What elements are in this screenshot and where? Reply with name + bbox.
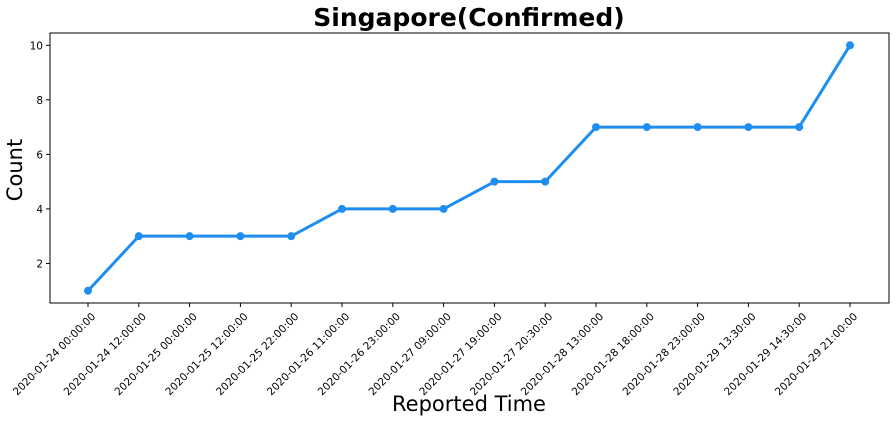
x-tick-label: 2020-01-24 12:00:00 (62, 311, 149, 398)
y-tick-label: 10 (30, 40, 43, 52)
data-point (795, 123, 804, 132)
x-tick-label: 2020-01-27 20:30:00 (468, 311, 555, 398)
x-tick-label: 2020-01-28 23:00:00 (620, 311, 707, 398)
y-axis-label: Count (3, 139, 27, 201)
x-tick-label: 2020-01-27 19:00:00 (417, 311, 504, 398)
data-points (84, 41, 854, 295)
x-tick-label: 2020-01-26 23:00:00 (316, 311, 403, 398)
y-tick-label: 8 (36, 95, 43, 107)
y-tick-label: 2 (36, 258, 43, 270)
y-tick-label: 6 (36, 149, 43, 161)
x-tick-label: 2020-01-27 09:00:00 (366, 311, 453, 398)
y-tick-label: 4 (36, 204, 43, 216)
data-point (642, 123, 651, 132)
data-point (185, 232, 194, 241)
data-point (236, 232, 245, 241)
data-point (490, 177, 499, 186)
plot-area (49, 32, 890, 304)
series-line (86, 44, 852, 292)
data-point (388, 204, 397, 213)
data-point (439, 204, 448, 213)
data-point (541, 177, 550, 186)
data-point (846, 41, 854, 50)
y-axis: 2 4 6 8 10 (30, 40, 50, 270)
data-point (592, 123, 600, 132)
x-tick-label: 2020-01-29 14:30:00 (722, 311, 809, 398)
data-point (84, 286, 92, 295)
x-tick-label: 2020-01-25 22:00:00 (214, 311, 301, 398)
data-point (134, 232, 143, 241)
x-tick-label: 2020-01-26 11:00:00 (265, 311, 352, 398)
x-tick-label: 2020-01-29 21:00:00 (773, 311, 860, 398)
chart-title: Singapore(Confirmed) (313, 3, 624, 32)
x-tick-label: 2020-01-25 00:00:00 (112, 311, 199, 398)
x-tick-label: 2020-01-28 18:00:00 (570, 311, 657, 398)
x-tick-label: 2020-01-25 12:00:00 (163, 311, 250, 398)
data-point (693, 123, 702, 132)
x-tick-label: 2020-01-24 00:00:00 (11, 311, 98, 398)
data-point (744, 123, 753, 132)
x-axis-label: Reported Time (392, 392, 546, 416)
x-tick-label: 2020-01-28 13:00:00 (519, 311, 606, 398)
x-tick-label: 2020-01-29 13:30:00 (671, 311, 758, 398)
data-point (287, 232, 296, 241)
data-point (338, 204, 346, 213)
